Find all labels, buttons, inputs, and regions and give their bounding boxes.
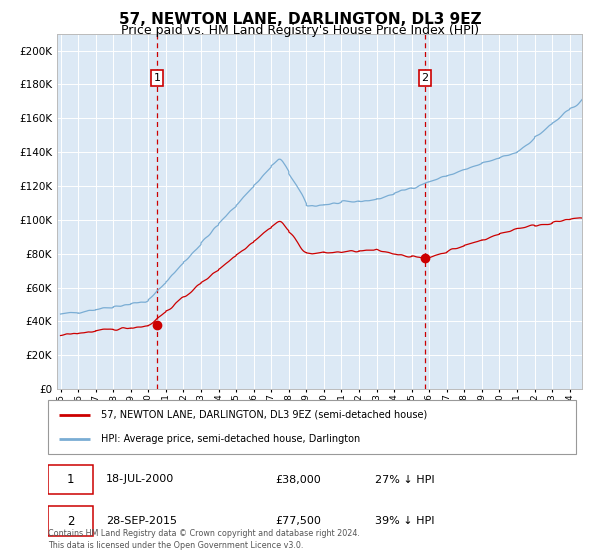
Text: 27% ↓ HPI: 27% ↓ HPI <box>376 474 435 484</box>
FancyBboxPatch shape <box>48 465 93 494</box>
Text: 1: 1 <box>67 473 74 486</box>
Text: HPI: Average price, semi-detached house, Darlington: HPI: Average price, semi-detached house,… <box>101 434 360 444</box>
Text: £38,000: £38,000 <box>275 474 321 484</box>
Text: 57, NEWTON LANE, DARLINGTON, DL3 9EZ: 57, NEWTON LANE, DARLINGTON, DL3 9EZ <box>119 12 481 27</box>
Text: £77,500: £77,500 <box>275 516 321 526</box>
FancyBboxPatch shape <box>48 506 93 536</box>
Text: 1: 1 <box>154 73 161 83</box>
Text: 57, NEWTON LANE, DARLINGTON, DL3 9EZ (semi-detached house): 57, NEWTON LANE, DARLINGTON, DL3 9EZ (se… <box>101 410 427 420</box>
Text: 18-JUL-2000: 18-JUL-2000 <box>106 474 175 484</box>
Text: Price paid vs. HM Land Registry's House Price Index (HPI): Price paid vs. HM Land Registry's House … <box>121 24 479 36</box>
Text: Contains HM Land Registry data © Crown copyright and database right 2024.
This d: Contains HM Land Registry data © Crown c… <box>48 529 360 550</box>
FancyBboxPatch shape <box>48 400 576 454</box>
Text: 2: 2 <box>67 515 74 528</box>
Text: 28-SEP-2015: 28-SEP-2015 <box>106 516 177 526</box>
Text: 2: 2 <box>421 73 428 83</box>
Text: 39% ↓ HPI: 39% ↓ HPI <box>376 516 435 526</box>
